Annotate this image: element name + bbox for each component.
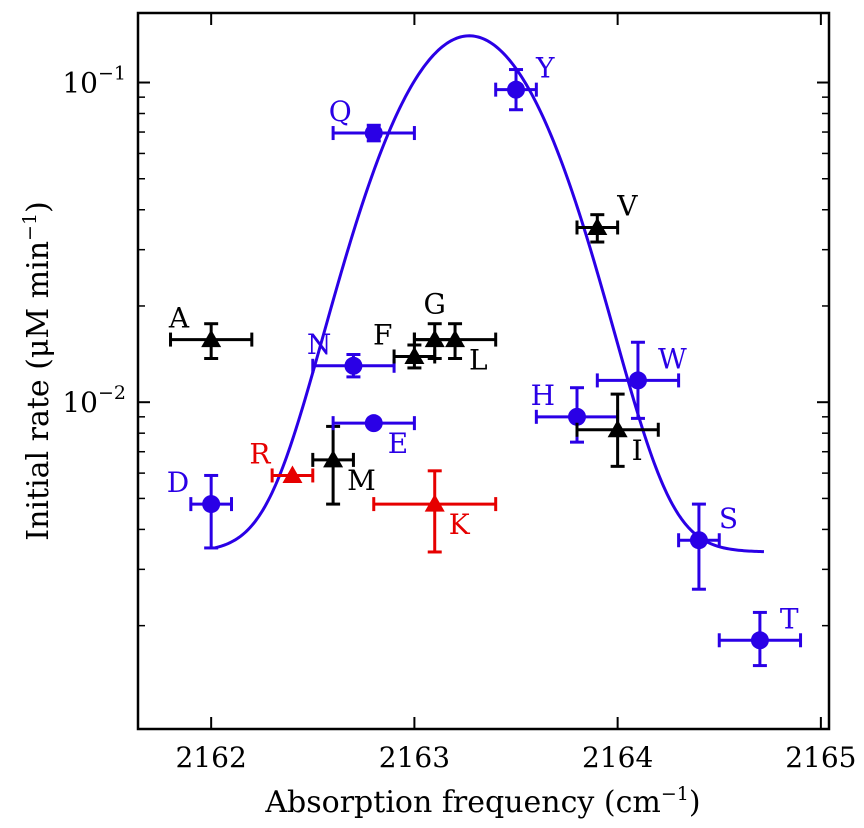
marker-circle — [567, 407, 586, 426]
y-tick-label: 10−1 — [62, 63, 126, 100]
marker-circle — [364, 414, 383, 433]
point-label: F — [373, 318, 392, 351]
point-L: L — [412, 322, 498, 377]
point-H: H — [531, 379, 620, 444]
x-tick-label: 2163 — [379, 741, 450, 774]
axis-ticks — [138, 13, 829, 729]
marker-circle — [344, 356, 363, 375]
x-tick-label: 2164 — [582, 741, 653, 774]
marker-triangle — [445, 329, 466, 348]
point-label: K — [449, 508, 471, 541]
marker-triangle — [587, 217, 608, 235]
point-label: M — [347, 464, 376, 497]
point-K: K — [372, 469, 498, 554]
marker-triangle — [424, 494, 445, 512]
point-Y: Y — [494, 52, 555, 112]
point-V: V — [575, 189, 638, 244]
marker-circle — [628, 371, 647, 390]
point-F: F — [373, 318, 437, 370]
point-label: I — [632, 434, 643, 467]
point-label: R — [249, 437, 271, 470]
plot-frame — [136, 11, 831, 731]
point-label: E — [388, 427, 408, 460]
x-axis-title: Absorption frequency (cm−1) — [264, 783, 700, 820]
point-Q: Q — [329, 95, 416, 143]
point-I: I — [575, 392, 660, 468]
point-R: R — [249, 437, 315, 483]
tick-labels: 2162 2163 2164 2165 10−2 10−1 — [62, 63, 856, 774]
x-tick-label: 2162 — [176, 741, 247, 774]
marker-triangle — [323, 449, 344, 468]
marker-circle — [507, 80, 526, 99]
point-M: M — [311, 424, 376, 506]
point-label: A — [168, 302, 190, 335]
marker-triangle — [607, 419, 628, 438]
point-label: T — [780, 602, 799, 635]
point-D: D — [167, 466, 233, 550]
data-points: A D R M N Q E FGL K Y H I V W S T — [167, 52, 803, 668]
marker-triangle — [404, 346, 425, 364]
marker-circle — [364, 124, 383, 143]
point-A: A — [168, 302, 254, 360]
x-tick-label: 2165 — [785, 741, 856, 774]
point-label: L — [469, 344, 488, 377]
y-axis-title: Initial rate (μM min−1) — [19, 201, 56, 541]
point-T: T — [717, 602, 803, 668]
point-label: W — [658, 342, 687, 375]
point-label: G — [424, 288, 446, 321]
y-tick-label: 10−2 — [62, 382, 126, 419]
marker-triangle — [201, 329, 222, 348]
point-label: H — [531, 379, 555, 412]
marker-circle — [202, 495, 221, 514]
point-E: E — [331, 414, 416, 460]
fit-curve — [214, 34, 765, 554]
point-label: Y — [535, 52, 555, 85]
point-N: N — [307, 328, 396, 379]
marker-circle — [689, 531, 708, 550]
point-W: W — [595, 340, 687, 420]
point-label: S — [719, 502, 738, 535]
marker-triangle — [282, 465, 303, 483]
point-label: N — [307, 328, 332, 361]
marker-circle — [750, 631, 769, 650]
point-label: Q — [329, 95, 352, 128]
point-label: V — [616, 189, 638, 222]
point-S: S — [677, 502, 738, 591]
point-label: D — [167, 466, 189, 499]
